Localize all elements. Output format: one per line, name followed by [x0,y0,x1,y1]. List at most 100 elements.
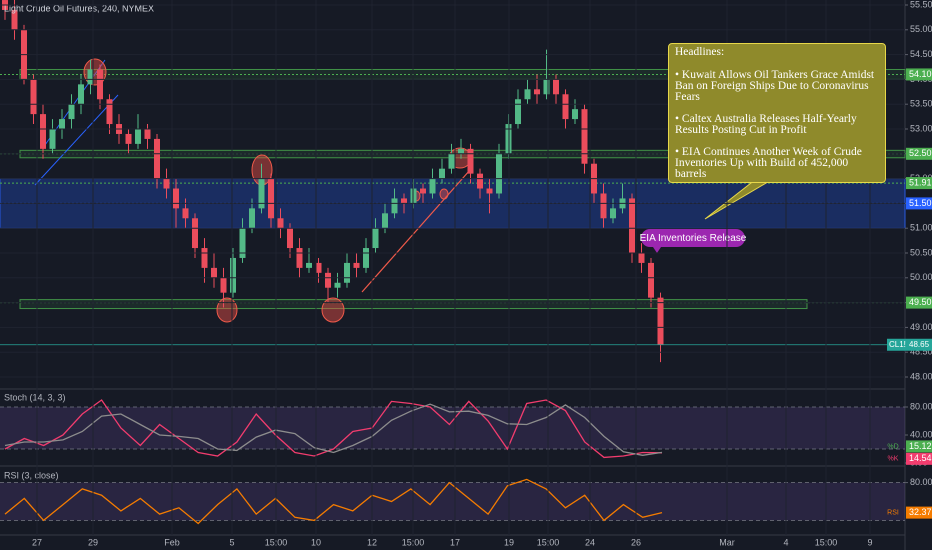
y-tick-label: 54.50 [910,49,932,59]
chart-title: Light Crude Oil Futures, 240, NYMEX [4,3,154,13]
candle-body [600,193,607,219]
x-tick-label: 5 [229,537,234,547]
y-tick-label: 80.00 [910,401,932,411]
candle-body [296,248,303,268]
value-label: 15.12 [909,441,932,451]
oscillator-line [4,403,663,456]
event-label-pointer [653,247,661,253]
candle-body [277,218,284,229]
candle-body [287,228,293,249]
candle-body [543,79,550,95]
candle-body [144,129,151,139]
price-level-label: 51.91 [909,177,932,187]
candle-body [306,262,312,268]
candle-body [125,133,132,144]
candle-body [325,272,331,288]
trend-line [361,169,471,293]
candle-body [97,69,103,100]
candle-body [429,178,436,194]
candle-body [11,9,18,30]
candle-body [230,257,236,293]
x-tick-label: 19 [504,537,514,547]
candle-body [239,228,246,258]
candle-body [496,153,502,194]
candle-body [581,109,588,164]
y-tick-label: 55.00 [910,24,932,34]
price-level-label: 54.10 [909,69,932,79]
highlight-circle [216,297,238,323]
highlight-circle [439,188,449,200]
series-name: %K [888,456,899,463]
candle-body [657,297,664,345]
candle-body [268,178,274,219]
headlines-box: Headlines: • Kuwait Allows Oil Tankers G… [668,43,886,183]
event-label: EIA Inventories Release [640,233,747,244]
x-tick-label: 15:00 [402,537,425,547]
candle-body [40,114,46,149]
candle-body [315,262,322,273]
candle-body [106,99,113,125]
candle-body [192,218,198,249]
value-tag [906,506,932,519]
candle-body [182,208,189,219]
candle-body [173,188,179,209]
series-name: RSI [887,509,899,516]
candle-body [638,253,645,263]
candle-body [629,198,635,253]
candle-body [391,198,398,214]
value-label: 32.37 [909,507,932,517]
candle-body [154,138,160,179]
candle-body [372,228,379,249]
headlines-title: Headlines: [675,46,725,58]
x-tick-label: Mar [719,537,735,547]
candle-body [382,213,388,229]
headline-item: • Caltex Australia Releases Half-Yearly … [675,113,857,136]
candle-body [78,84,84,105]
candle-body [211,267,217,278]
candle-body [135,129,141,144]
headline-item: • Kuwait Allows Oil Tankers Grace Amidst… [675,69,875,103]
candle-body [515,99,521,125]
price-level-label: 49.50 [909,297,932,307]
candle-body [562,94,569,120]
rsi-title: RSI (3, close) [4,470,59,480]
y-tick-label: 50.00 [910,272,932,282]
candle-body [68,104,75,120]
candle-body [220,277,227,293]
price-level-label: 52.50 [909,148,932,158]
value-label: 14.54 [909,453,932,463]
candle-body [553,79,559,95]
y-tick-label: 53.50 [910,99,932,109]
candle-body [420,188,426,194]
series-name: %D [887,443,898,450]
y-tick-label: 49.00 [910,322,932,332]
trend-line [34,94,119,186]
stoch-title: Stoch (14, 3, 3) [4,392,66,402]
x-tick-label: 9 [867,537,872,547]
candle-body [87,69,94,85]
candle-body [363,248,369,268]
candle-body [353,262,360,268]
y-tick-label: 80.00 [910,477,932,487]
x-tick-label: 24 [585,537,595,547]
candle-body [258,178,265,209]
candle-body [477,173,483,189]
headline-item: • EIA Continues Another Week of Crude In… [675,146,862,180]
candle-body [648,262,654,298]
candle-body [30,79,37,115]
x-tick-label: 12 [367,537,377,547]
value-tag [906,452,932,465]
candle-body [534,89,540,95]
x-tick-label: 27 [32,537,42,547]
oscillator-line [4,399,663,459]
candle-body [59,119,65,129]
candle-body [201,248,208,268]
candle-body [610,208,616,219]
candle-body [49,129,56,149]
candle-body [458,148,464,154]
y-tick-label: 53.00 [910,123,932,133]
candle-body [524,89,531,100]
highlight-circle [321,297,345,323]
candle-body [344,262,350,283]
